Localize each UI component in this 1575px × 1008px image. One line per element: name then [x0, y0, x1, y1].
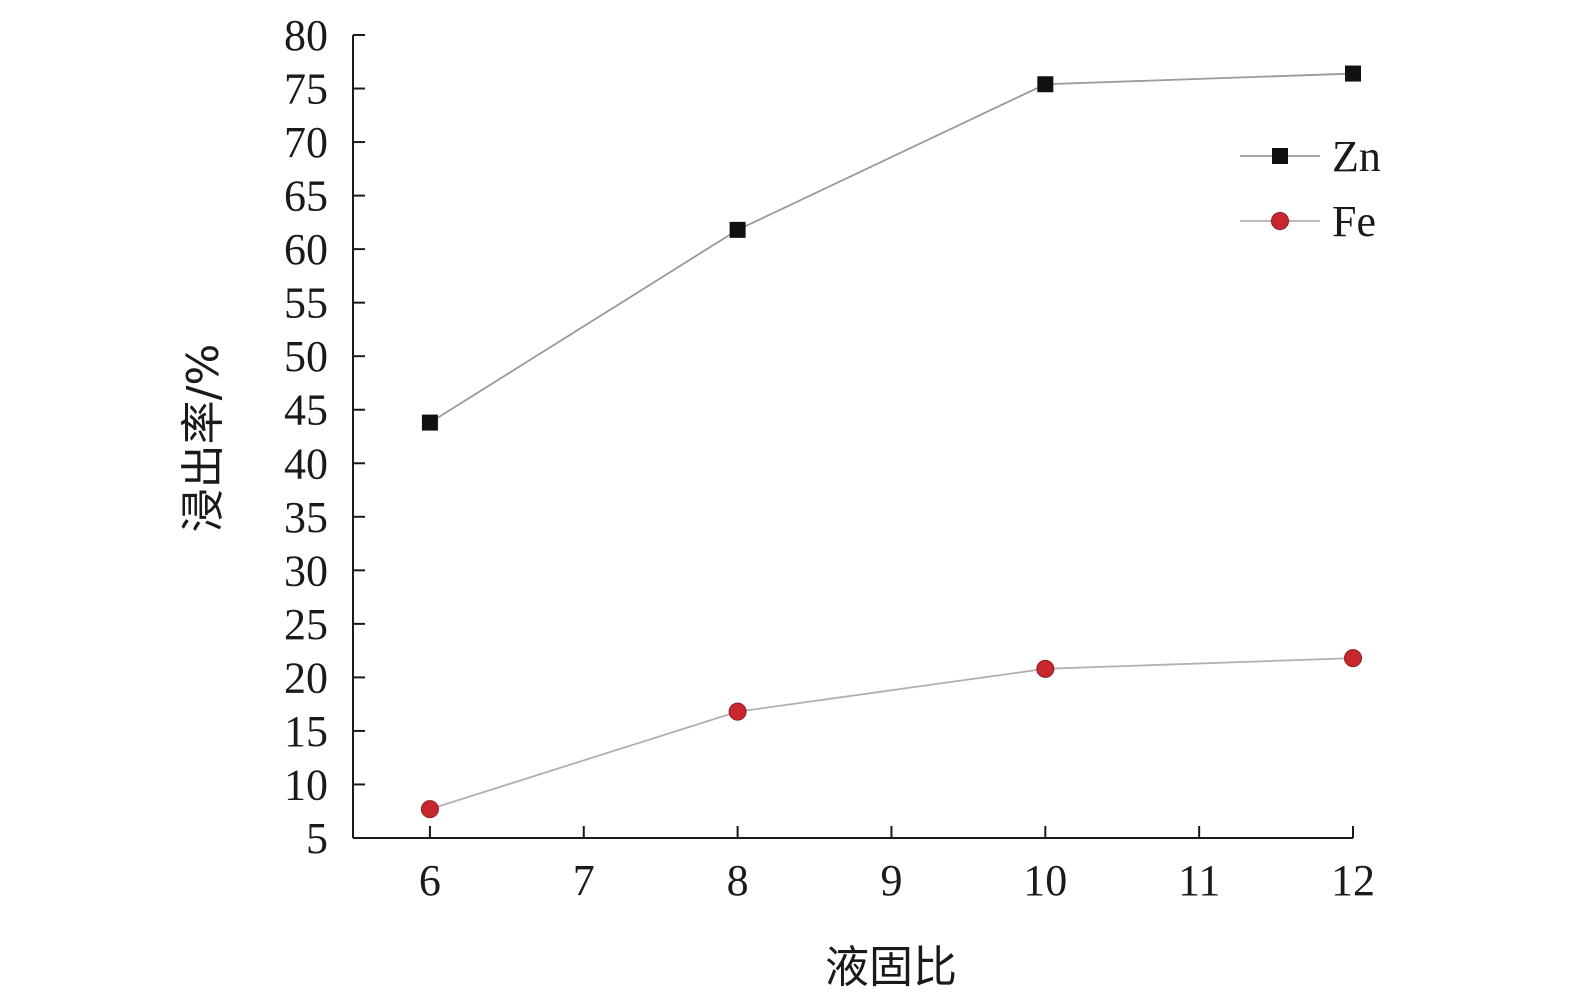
zn-legend-label: Zn [1332, 132, 1381, 181]
x-tick-label: 10 [1023, 856, 1067, 905]
x-axis-title: 液固比 [825, 942, 957, 993]
zn-data-point [1345, 65, 1361, 82]
x-tick-label: 6 [419, 856, 441, 905]
zn-data-point [1037, 76, 1054, 93]
y-tick-label: 40 [284, 439, 328, 488]
x-tick-label: 11 [1178, 856, 1220, 905]
y-tick-label: 30 [284, 546, 328, 595]
x-tick-label: 9 [880, 856, 902, 905]
fe-series-line [429, 657, 1354, 810]
fe-data-point [420, 800, 439, 819]
y-tick-label: 5 [306, 814, 328, 863]
y-tick-label: 70 [284, 118, 328, 167]
x-tick-label: 7 [573, 856, 595, 905]
zn-legend-marker [1272, 148, 1288, 164]
y-tick-label: 50 [284, 332, 328, 381]
y-tick-label: 25 [284, 600, 328, 649]
x-tick-label: 8 [727, 856, 749, 905]
y-axis-title: 浸出率/% [178, 344, 229, 533]
fe-legend-label: Fe [1332, 197, 1376, 246]
y-tick-label: 80 [284, 11, 328, 60]
legend: Zn Fe [1240, 132, 1381, 246]
zn-data-point [421, 414, 438, 431]
y-tick-label: 10 [284, 760, 328, 809]
zn-series-line [429, 72, 1354, 424]
y-tick-label: 15 [284, 707, 328, 756]
y-tick-label: 65 [284, 172, 328, 221]
y-tick-label: 20 [284, 653, 328, 702]
y-tick-label: 35 [284, 493, 328, 542]
fe-legend-marker [1271, 212, 1289, 230]
y-tick-label: 60 [284, 225, 328, 274]
y-tick-label: 75 [284, 65, 328, 114]
fe-data-point [1344, 649, 1362, 668]
fe-data-point [1036, 659, 1055, 678]
fe-data-point [728, 702, 747, 721]
y-tick-label: 55 [284, 279, 328, 328]
x-tick-label: 12 [1331, 856, 1375, 905]
zn-data-point [729, 221, 746, 238]
series-layer [420, 65, 1362, 819]
y-tick-label: 45 [284, 386, 328, 435]
